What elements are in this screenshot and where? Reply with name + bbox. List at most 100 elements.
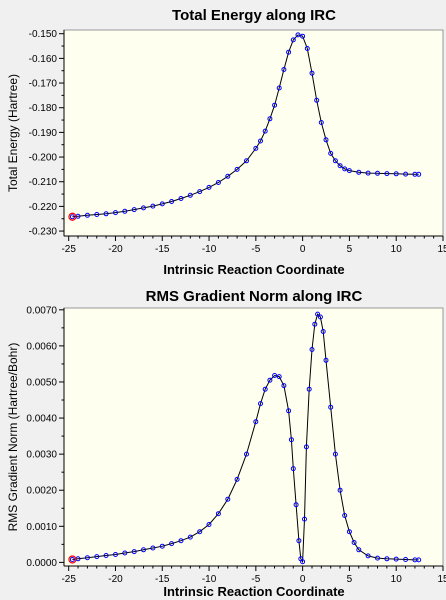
- data-point: [323, 137, 329, 143]
- data-point: [320, 329, 326, 334]
- data-point: [393, 556, 399, 562]
- data-point: [337, 487, 343, 493]
- y-tick-label: 0.0030: [26, 450, 57, 461]
- y-tick-label: -0.180: [29, 103, 58, 114]
- x-tick-label: -15: [155, 574, 170, 585]
- data-point: [346, 529, 352, 535]
- highlight-point: [68, 212, 77, 221]
- data-point: [178, 196, 184, 201]
- data-point: [69, 557, 75, 562]
- total-energy-chart: Total Energy along IRC Total Energy (Har…: [6, 7, 446, 277]
- y-axis-label: RMS Gradient Norm (Hartree/Bohr): [6, 343, 20, 532]
- y-tick-label: -0.160: [29, 54, 58, 65]
- data-point: [281, 383, 287, 389]
- rms-gradient-chart: RMS Gradient Norm along IRC RMS Gradient…: [6, 288, 446, 599]
- data-point: [215, 511, 221, 517]
- data-point: [286, 408, 292, 414]
- data-point: [234, 166, 240, 172]
- x-tick-label: -15: [155, 244, 170, 255]
- data-point: [328, 404, 334, 410]
- data-point: [312, 321, 318, 327]
- data-point: [103, 553, 109, 558]
- x-tick-label: 15: [437, 574, 446, 585]
- y-tick-label: -0.220: [29, 202, 58, 213]
- y-tick-label: -0.200: [29, 153, 58, 164]
- data-point: [244, 451, 249, 457]
- data-point: [272, 102, 278, 108]
- x-tick-label: 0: [300, 244, 306, 255]
- data-point: [187, 534, 193, 540]
- y-tick-label: -0.210: [29, 177, 58, 188]
- data-point: [384, 171, 390, 177]
- data-point: [281, 67, 287, 72]
- data-point: [314, 97, 320, 103]
- x-tick-label: -20: [108, 244, 123, 255]
- data-point: [300, 559, 306, 565]
- data-point: [351, 540, 357, 545]
- data-point: [103, 211, 109, 217]
- data-point: [393, 171, 399, 177]
- data-point: [84, 555, 90, 561]
- data-point: [225, 173, 231, 179]
- x-tick-label: -5: [251, 574, 260, 585]
- data-point: [276, 374, 282, 380]
- data-point: [262, 386, 268, 392]
- series-line: [72, 313, 419, 564]
- data-point: [416, 171, 422, 177]
- y-tick-label: 0.0020: [26, 486, 57, 497]
- data-point: [131, 207, 137, 213]
- data-point: [94, 212, 100, 217]
- x-tick-label: -10: [202, 574, 217, 585]
- data-point: [295, 32, 301, 38]
- data-point: [253, 145, 259, 151]
- data-point: [315, 311, 321, 317]
- data-point: [234, 476, 240, 482]
- data-point: [169, 541, 175, 547]
- data-point: [290, 37, 296, 43]
- data-point: [276, 85, 282, 91]
- y-tick-label: 0.0070: [26, 305, 57, 316]
- y-tick-label: -0.150: [29, 29, 58, 40]
- data-point: [169, 199, 175, 204]
- plot-area: [63, 29, 444, 237]
- highlight-point: [68, 555, 77, 564]
- x-tick-label: -5: [251, 244, 260, 255]
- data-point: [94, 554, 100, 560]
- data-point: [290, 466, 296, 472]
- y-tick-label: 0.0010: [26, 522, 57, 533]
- data-point: [113, 552, 118, 557]
- data-point: [356, 547, 362, 553]
- data-point: [317, 314, 323, 320]
- y-tick-label: 0.0000: [26, 558, 57, 569]
- data-point: [267, 377, 273, 383]
- data-point: [244, 158, 249, 164]
- data-point: [206, 522, 212, 527]
- y-tick-label: -0.230: [29, 227, 58, 238]
- data-point: [365, 170, 371, 176]
- x-tick-label: -25: [61, 244, 76, 255]
- data-point: [141, 547, 146, 553]
- data-point: [303, 444, 309, 450]
- data-point: [122, 550, 128, 556]
- x-tick-label: 15: [437, 244, 446, 255]
- series-line: [72, 34, 419, 218]
- data-point: [178, 538, 184, 544]
- data-point: [309, 70, 315, 76]
- data-point: [286, 49, 292, 55]
- x-tick-label: 5: [347, 574, 353, 585]
- data-point: [356, 169, 362, 175]
- data-point: [262, 128, 268, 134]
- x-axis-label: Intrinsic Reaction Coordinate: [163, 262, 344, 277]
- data-point: [306, 386, 312, 392]
- data-point: [293, 502, 299, 508]
- data-point: [375, 555, 380, 561]
- data-point: [159, 201, 165, 207]
- data-point: [346, 168, 352, 174]
- data-point: [150, 203, 156, 209]
- data-point: [318, 120, 324, 125]
- y-tick-label: 0.0050: [26, 377, 57, 388]
- data-point: [150, 545, 156, 551]
- data-point: [122, 208, 128, 214]
- data-point: [403, 557, 409, 562]
